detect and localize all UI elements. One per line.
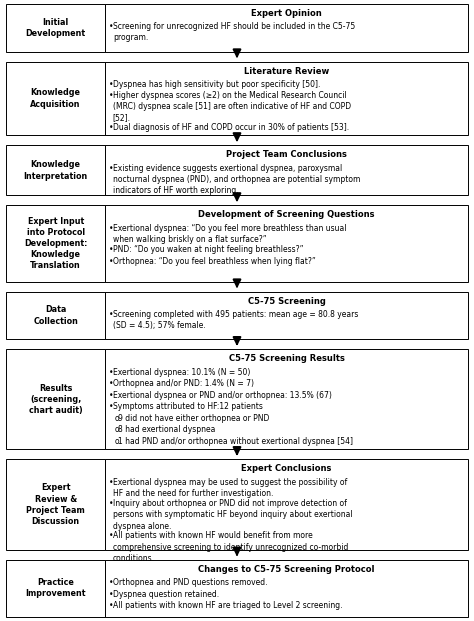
Text: Expert Input
into Protocol
Development:
Knowledge
Translation: Expert Input into Protocol Development: …	[24, 217, 87, 270]
Text: •: •	[109, 124, 113, 132]
Text: •: •	[109, 368, 113, 376]
Text: Knowledge
Acquisition: Knowledge Acquisition	[30, 89, 81, 109]
Text: Development of Screening Questions: Development of Screening Questions	[199, 211, 375, 219]
Text: •: •	[109, 310, 113, 319]
Text: Project Team Conclusions: Project Team Conclusions	[226, 150, 347, 160]
Text: •: •	[109, 532, 113, 540]
Text: Initial
Development: Initial Development	[26, 18, 86, 38]
Text: 8 had exertional dyspnea: 8 had exertional dyspnea	[118, 425, 215, 434]
Text: PND: “Do you waken at night feeling breathless?”: PND: “Do you waken at night feeling brea…	[113, 245, 303, 255]
Text: C5-75 Screening: C5-75 Screening	[248, 297, 326, 306]
Text: Expert Opinion: Expert Opinion	[251, 9, 322, 18]
Text: Dual diagnosis of HF and COPD occur in 30% of patients [53].: Dual diagnosis of HF and COPD occur in 3…	[113, 124, 349, 132]
Text: •: •	[109, 589, 113, 599]
Text: Changes to C5-75 Screening Protocol: Changes to C5-75 Screening Protocol	[199, 565, 375, 574]
Text: Higher dyspnea scores (≥2) on the Medical Research Council
(MRC) dyspnea scale [: Higher dyspnea scores (≥2) on the Medica…	[113, 91, 351, 122]
Text: •: •	[109, 224, 113, 233]
Text: All patients with known HF are triaged to Level 2 screening.: All patients with known HF are triaged t…	[113, 601, 342, 610]
Text: •: •	[109, 257, 113, 266]
Text: Results
(screening,
chart audit): Results (screening, chart audit)	[29, 384, 82, 415]
Bar	[6, 350, 105, 450]
Bar	[105, 4, 468, 52]
Bar	[6, 206, 105, 282]
Text: Expert
Review &
Project Team
Discussion: Expert Review & Project Team Discussion	[26, 483, 85, 526]
Text: Exertional dyspnea: “Do you feel more breathless than usual
when walking briskly: Exertional dyspnea: “Do you feel more br…	[113, 224, 346, 244]
Text: Dyspnea question retained.: Dyspnea question retained.	[113, 589, 219, 599]
Text: Orthopnea: “Do you feel breathless when lying flat?”: Orthopnea: “Do you feel breathless when …	[113, 257, 316, 266]
Text: Exertional dyspnea may be used to suggest the possibility of
HF and the need for: Exertional dyspnea may be used to sugges…	[113, 478, 347, 497]
Bar	[105, 560, 468, 617]
Text: •: •	[109, 499, 113, 509]
Text: All patients with known HF would benefit from more
comprehensive screening to id: All patients with known HF would benefit…	[113, 532, 348, 563]
Bar	[105, 460, 468, 550]
Text: •: •	[109, 80, 113, 89]
Text: Orthopnea and/or PND: 1.4% (N = 7): Orthopnea and/or PND: 1.4% (N = 7)	[113, 379, 254, 388]
Text: Practice
Improvement: Practice Improvement	[26, 578, 86, 599]
Text: Inquiry about orthopnea or PND did not improve detection of
persons with symptom: Inquiry about orthopnea or PND did not i…	[113, 499, 353, 530]
Bar	[6, 560, 105, 617]
Text: o: o	[115, 437, 119, 446]
Text: Existing evidence suggests exertional dyspnea, paroxysmal
nocturnal dyspnea (PND: Existing evidence suggests exertional dy…	[113, 164, 360, 195]
Text: Exertional dyspnea: 10.1% (N = 50): Exertional dyspnea: 10.1% (N = 50)	[113, 368, 250, 376]
Text: •: •	[109, 22, 113, 31]
Bar	[105, 206, 468, 282]
Text: •: •	[109, 391, 113, 399]
Text: •: •	[109, 164, 113, 173]
Bar	[6, 292, 105, 339]
Text: •: •	[109, 402, 113, 411]
Text: Expert Conclusions: Expert Conclusions	[241, 465, 332, 473]
Text: Dyspnea has high sensitivity but poor specificity [50].: Dyspnea has high sensitivity but poor sp…	[113, 80, 320, 89]
Text: o: o	[115, 425, 119, 434]
Text: 9 did not have either orthopnea or PND: 9 did not have either orthopnea or PND	[118, 414, 269, 422]
Text: Knowledge
Interpretation: Knowledge Interpretation	[24, 160, 88, 181]
Bar	[6, 145, 105, 196]
Text: Screening completed with 495 patients: mean age = 80.8 years
(SD = 4.5); 57% fem: Screening completed with 495 patients: m…	[113, 310, 358, 330]
Text: Symptoms attributed to HF:12 patients: Symptoms attributed to HF:12 patients	[113, 402, 263, 411]
Text: Data
Collection: Data Collection	[33, 306, 78, 325]
Bar	[6, 4, 105, 52]
Bar	[105, 350, 468, 450]
Text: o: o	[115, 414, 119, 422]
Text: Literature Review: Literature Review	[244, 66, 329, 76]
Text: •: •	[109, 245, 113, 255]
Text: •: •	[109, 578, 113, 587]
Text: C5-75 Screening Results: C5-75 Screening Results	[229, 355, 345, 363]
Bar	[6, 460, 105, 550]
Bar	[105, 292, 468, 339]
Text: Exertional dyspnea or PND and/or orthopnea: 13.5% (67): Exertional dyspnea or PND and/or orthopn…	[113, 391, 332, 399]
Text: Screening for unrecognized HF should be included in the C5-75
program.: Screening for unrecognized HF should be …	[113, 22, 355, 42]
Text: •: •	[109, 91, 113, 101]
Text: 1 had PND and/or orthopnea without exertional dyspnea [54]: 1 had PND and/or orthopnea without exert…	[118, 437, 353, 446]
Text: •: •	[109, 601, 113, 610]
Text: Orthopnea and PND questions removed.: Orthopnea and PND questions removed.	[113, 578, 267, 587]
Text: •: •	[109, 478, 113, 486]
Bar	[6, 61, 105, 135]
Bar	[105, 145, 468, 196]
Text: •: •	[109, 379, 113, 388]
Bar	[105, 61, 468, 135]
